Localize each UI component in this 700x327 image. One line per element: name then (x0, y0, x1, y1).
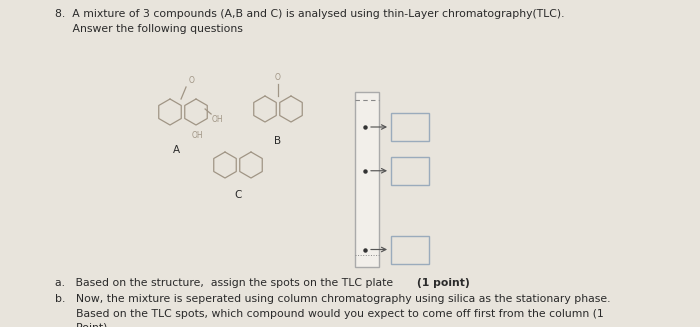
Text: O: O (189, 76, 195, 85)
Text: B: B (274, 136, 281, 146)
Text: (1 point): (1 point) (417, 278, 470, 288)
Bar (391, 235, 429, 264)
Text: OH: OH (192, 131, 204, 140)
Text: C: C (234, 190, 241, 200)
Bar (391, 113, 429, 141)
Text: b.   Now, the mixture is seperated using column chromatography using silica as t: b. Now, the mixture is seperated using c… (55, 294, 610, 304)
Text: A: A (173, 145, 180, 155)
Bar (355, 92, 379, 267)
Text: 8.  A mixture of 3 compounds (A,B and C) is analysed using thin-Layer chromatogr: 8. A mixture of 3 compounds (A,B and C) … (55, 9, 564, 19)
Text: Answer the following questions: Answer the following questions (55, 24, 243, 34)
Text: OH: OH (212, 115, 224, 124)
Text: a.   Based on the structure,  assign the spots on the TLC plate: a. Based on the structure, assign the sp… (55, 278, 393, 288)
Text: O: O (275, 73, 281, 82)
Bar (391, 157, 429, 185)
Text: Point): Point) (55, 323, 107, 327)
Text: Based on the TLC spots, which compound would you expect to come off first from t: Based on the TLC spots, which compound w… (55, 309, 603, 319)
